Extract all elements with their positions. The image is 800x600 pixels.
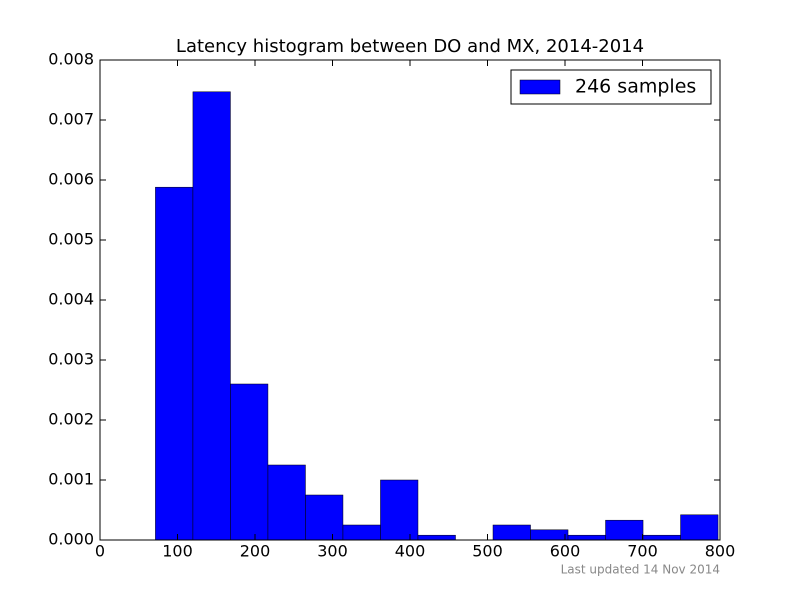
x-tick-label: 100 — [162, 542, 193, 561]
bar — [567, 534, 606, 541]
x-tick-label: 300 — [317, 542, 348, 561]
x-tick-label: 800 — [705, 542, 736, 561]
legend-swatch — [519, 79, 561, 95]
y-tick-label: 0.008 — [48, 50, 94, 69]
bar — [305, 494, 344, 541]
footnote: Last updated 14 Nov 2014 — [561, 563, 720, 577]
bar — [417, 534, 456, 541]
y-tick-label: 0.000 — [48, 530, 94, 549]
y-tick-label: 0.002 — [48, 410, 94, 429]
bar — [530, 529, 569, 541]
x-tick-label: 500 — [472, 542, 503, 561]
legend-label: 246 samples — [575, 76, 696, 98]
y-tick-label: 0.001 — [48, 470, 94, 489]
bar — [680, 514, 719, 541]
bar — [267, 464, 306, 541]
y-tick-label: 0.005 — [48, 230, 94, 249]
y-tick-label: 0.003 — [48, 350, 94, 369]
x-tick-label: 700 — [627, 542, 658, 561]
x-tick-label: 600 — [550, 542, 581, 561]
y-tick-label: 0.006 — [48, 170, 94, 189]
bar — [380, 479, 419, 541]
y-tick-label: 0.004 — [48, 290, 94, 309]
x-tick-label: 0 — [95, 542, 105, 561]
x-tick-label: 400 — [395, 542, 426, 561]
x-tick-label: 200 — [240, 542, 271, 561]
bar — [642, 534, 681, 541]
bar — [155, 186, 194, 541]
chart-title: Latency histogram between DO and MX, 201… — [176, 36, 644, 57]
bar — [342, 524, 381, 541]
bar — [492, 524, 531, 541]
y-tick-label: 0.007 — [48, 110, 94, 129]
bar — [192, 91, 231, 541]
bar — [605, 519, 644, 541]
bar — [230, 383, 269, 541]
